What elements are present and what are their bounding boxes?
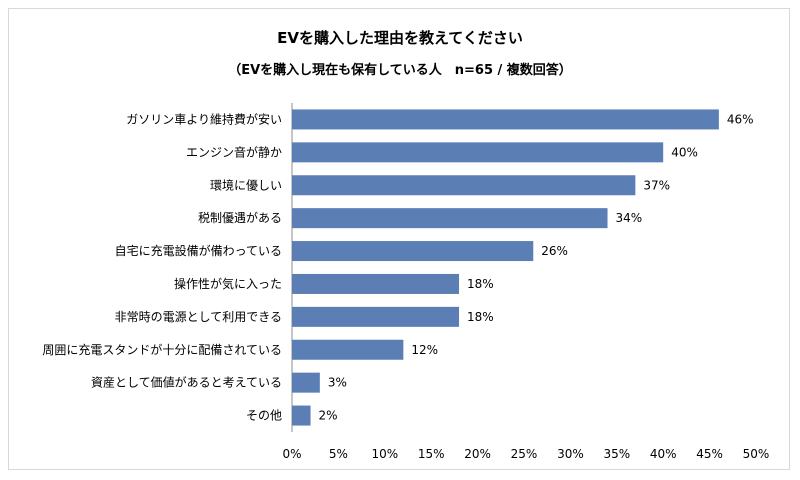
value-label: 26% [541,244,568,258]
chart-title: EVを購入した理由を教えてください [277,29,523,47]
category-label: その他 [246,409,282,423]
x-tick-label: 25% [511,447,538,461]
value-label: 46% [727,112,754,126]
value-label: 37% [643,178,670,192]
category-label: 環境に優しい [210,177,282,192]
category-label: エンジン音が静か [186,144,282,159]
value-label: 3% [328,376,347,390]
bar [292,208,608,229]
bar [292,405,311,426]
x-tick-label: 35% [603,447,630,461]
x-tick-label: 20% [464,447,491,461]
bar [292,241,534,262]
value-label: 12% [411,343,438,357]
bar [292,273,460,294]
category-label: 自宅に充電設備が備わっている [115,243,282,258]
x-tick-label: 5% [329,447,348,461]
x-tick-label: 0% [282,447,301,461]
x-tick-label: 45% [696,447,723,461]
x-tick-label: 40% [650,447,677,461]
bar [292,306,460,327]
x-tick-label: 10% [371,447,398,461]
category-label: 非常時の電源として利用できる [115,310,282,324]
bar [292,175,636,196]
bar [292,339,404,360]
bar [292,142,664,163]
chart-subtitle: （EVを購入し現在も保有している人 n=65 / 複数回答） [228,63,572,78]
category-label: 操作性が気に入った [174,276,282,291]
bar [292,109,719,130]
category-label: 資産として価値があると考えている [91,375,282,390]
value-label: 18% [467,277,494,291]
value-label: 34% [616,211,643,225]
value-label: 2% [319,409,338,423]
category-label: ガソリン車より維持費が安い [126,111,282,126]
value-label: 18% [467,310,494,324]
category-label: 周囲に充電スタンドが十分に配備されている [42,342,282,357]
chart-frame [8,8,790,470]
value-label: 40% [671,145,698,159]
x-tick-label: 50% [743,447,770,461]
bar [292,372,320,393]
category-label: 税制優遇がある [198,210,282,225]
x-tick-label: 15% [418,447,445,461]
x-tick-label: 30% [557,447,584,461]
